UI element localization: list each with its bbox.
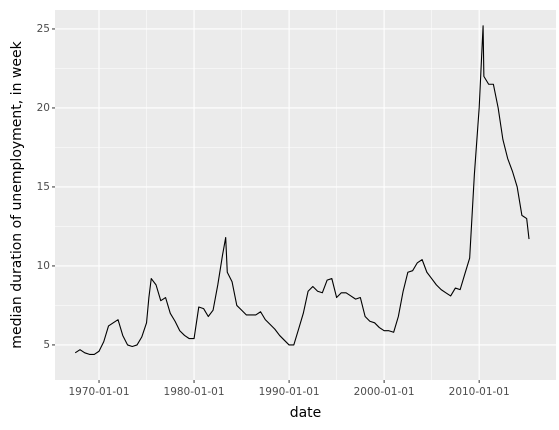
data-line (74, 25, 530, 355)
y-tick-label: 25 (37, 23, 50, 35)
y-tick-label: 15 (37, 181, 50, 193)
x-tick-label: 2000-01-01 (354, 386, 415, 398)
y-tick-label: 10 (37, 260, 50, 272)
y-tick-label: 5 (43, 339, 50, 351)
x-tick-label: 1990-01-01 (259, 386, 320, 398)
panel (55, 10, 556, 380)
x-tick-label: 1970-01-01 (69, 386, 130, 398)
x-tick-label: 1980-01-01 (164, 386, 225, 398)
x-tick-label: 2010-01-01 (449, 386, 510, 398)
y-tick-label: 20 (37, 102, 50, 114)
y-axis-title: median duration of unemployment, in week (9, 40, 25, 348)
x-axis-title: date (290, 405, 322, 421)
